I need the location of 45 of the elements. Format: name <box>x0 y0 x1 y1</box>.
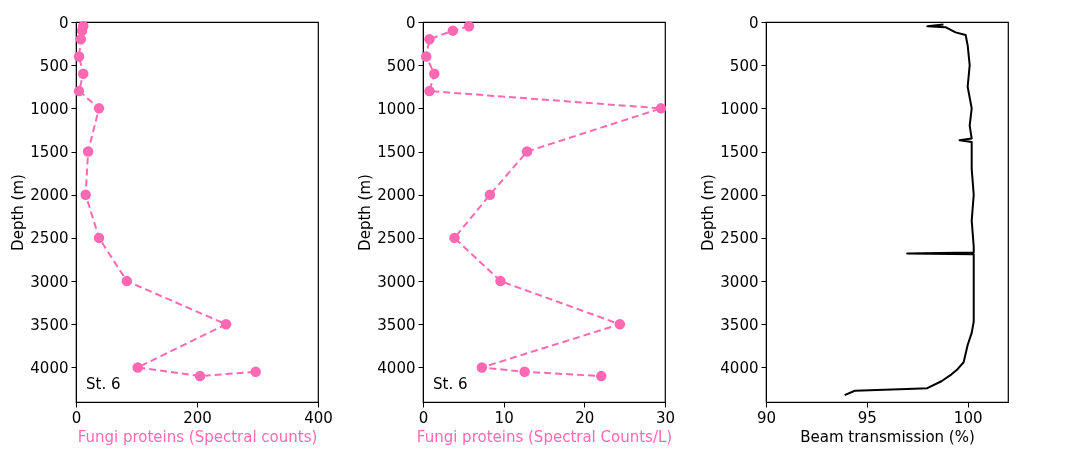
y-tick-label: 3000 <box>377 272 416 291</box>
y-tick-label: 0 <box>748 13 759 32</box>
y-tick-label: 4000 <box>720 358 759 377</box>
y-tick-label: 4000 <box>30 358 69 377</box>
y-tick-label: 1500 <box>377 143 416 162</box>
x-tick-label: 90 <box>756 408 777 427</box>
y-tick-label: 3000 <box>720 272 759 291</box>
y-axis-title: Depth (m) <box>699 174 718 251</box>
y-tick-label: 2000 <box>377 186 416 205</box>
y-tick-label: 2500 <box>30 229 69 248</box>
y-axis-title: Depth (m) <box>356 174 375 251</box>
y-tick-label: 1000 <box>720 99 759 118</box>
y-tick-label: 3500 <box>377 315 416 334</box>
y-tick-label: 2500 <box>720 229 759 248</box>
x-axis-title: Fungi proteins (Spectral counts) <box>77 427 318 446</box>
x-tick-label: 0 <box>418 408 429 427</box>
x-tick-label: 400 <box>304 408 333 427</box>
y-tick-label: 500 <box>386 56 416 75</box>
annotation: St. 6 <box>86 375 121 393</box>
x-tick-label: 100 <box>953 408 983 427</box>
y-tick-label: 2000 <box>30 186 69 205</box>
y-tick-label: 1500 <box>720 143 759 162</box>
y-tick-label: 1000 <box>377 99 416 118</box>
y-axis-title: Depth (m) <box>9 174 28 251</box>
x-tick-label: 30 <box>655 408 676 427</box>
x-tick-label: 200 <box>183 408 212 427</box>
y-tick-label: 500 <box>729 56 759 75</box>
x-axis-title: Fungi proteins (Spectral Counts/L) <box>416 427 673 446</box>
y-tick-label: 0 <box>405 13 416 32</box>
annotation: St. 6 <box>433 375 468 393</box>
y-tick-label: 1000 <box>30 99 69 118</box>
y-tick-label: 3000 <box>30 272 69 291</box>
x-tick-label: 20 <box>575 408 595 427</box>
y-tick-label: 1500 <box>30 143 69 162</box>
x-tick-label: 95 <box>857 408 877 427</box>
x-tick-label: 0 <box>71 408 82 427</box>
y-tick-label: 3500 <box>30 315 69 334</box>
x-tick-label: 10 <box>494 408 514 427</box>
y-tick-label: 500 <box>39 56 69 75</box>
y-tick-label: 3500 <box>720 315 759 334</box>
y-tick-label: 2000 <box>720 186 759 205</box>
y-tick-label: 0 <box>58 13 69 32</box>
y-tick-label: 4000 <box>377 358 416 377</box>
x-axis-title: Beam transmission (%) <box>800 427 975 446</box>
y-tick-label: 2500 <box>377 229 416 248</box>
